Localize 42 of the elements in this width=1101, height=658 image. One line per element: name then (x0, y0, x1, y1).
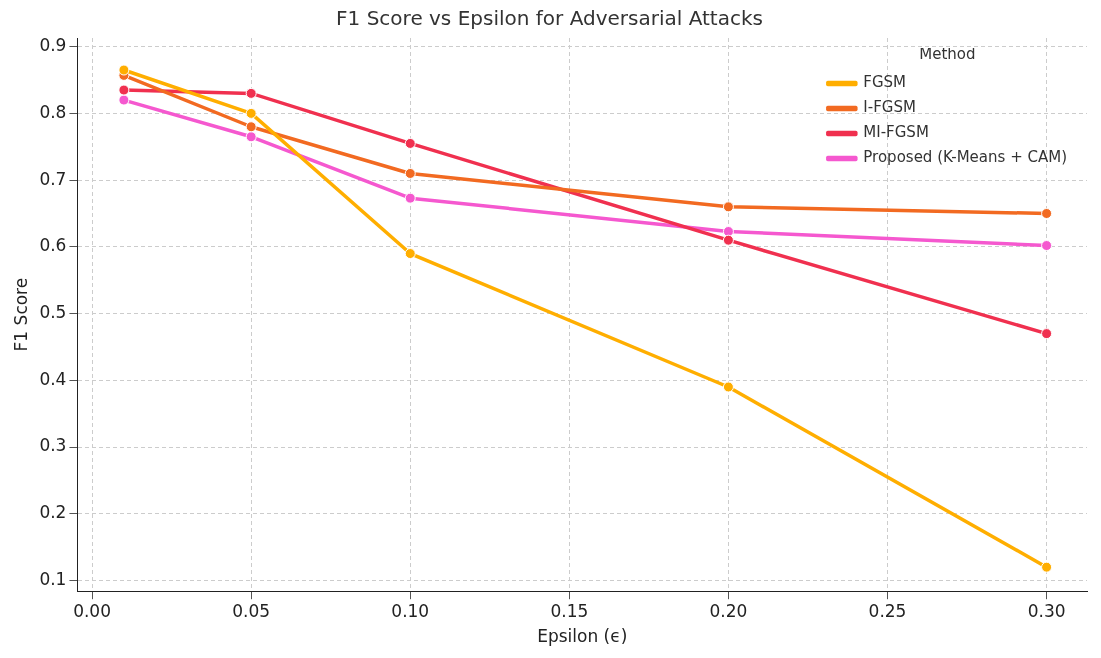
x-axis-title: Epsilon (ϵ) (537, 626, 628, 647)
point (245, 121, 257, 133)
y-tick-label: 0.8 (39, 101, 67, 122)
x-tick-label: 0.30 (1027, 600, 1066, 621)
x-tick-label: 0.15 (550, 600, 589, 621)
y-axis-title: F1 Score (10, 277, 31, 352)
x-tick-label: 0.25 (868, 600, 907, 621)
legend-label: Proposed (K-Means + CAM) (863, 148, 1067, 167)
point (1041, 561, 1053, 573)
point (722, 381, 734, 393)
point (1041, 208, 1053, 219)
point (118, 94, 130, 106)
y-tick-label: 0.2 (39, 502, 67, 523)
legend-label: FGSM (863, 73, 907, 92)
point (722, 234, 734, 246)
point (245, 87, 257, 99)
point (404, 248, 416, 260)
point (404, 137, 416, 149)
y-tick-label: 0.7 (39, 168, 67, 189)
y-tick-label: 0.6 (39, 235, 67, 256)
legend-label: MI-FGSM (863, 123, 929, 142)
y-tick-label: 0.9 (39, 35, 67, 56)
chart-title: F1 Score vs Epsilon for Adversarial Attacks (336, 6, 763, 31)
y-tick-label: 0.3 (39, 435, 67, 456)
x-tick-label: 0.00 (73, 600, 111, 621)
legend-label: I-FGSM (863, 98, 916, 117)
point (404, 167, 416, 179)
point (245, 107, 257, 119)
y-tick-label: 0.1 (39, 568, 67, 589)
x-tick-label: 0.05 (232, 600, 271, 621)
point (1041, 328, 1053, 340)
legend-title: Method (919, 45, 976, 64)
x-tick-label: 0.10 (391, 600, 430, 621)
x-tick-label: 0.20 (709, 600, 748, 621)
y-tick-label: 0.5 (39, 302, 67, 323)
point (404, 192, 416, 204)
point (1041, 240, 1053, 252)
y-tick-label: 0.4 (39, 368, 67, 389)
point (118, 84, 130, 96)
point (245, 131, 257, 143)
point (118, 64, 130, 76)
point (722, 201, 734, 213)
